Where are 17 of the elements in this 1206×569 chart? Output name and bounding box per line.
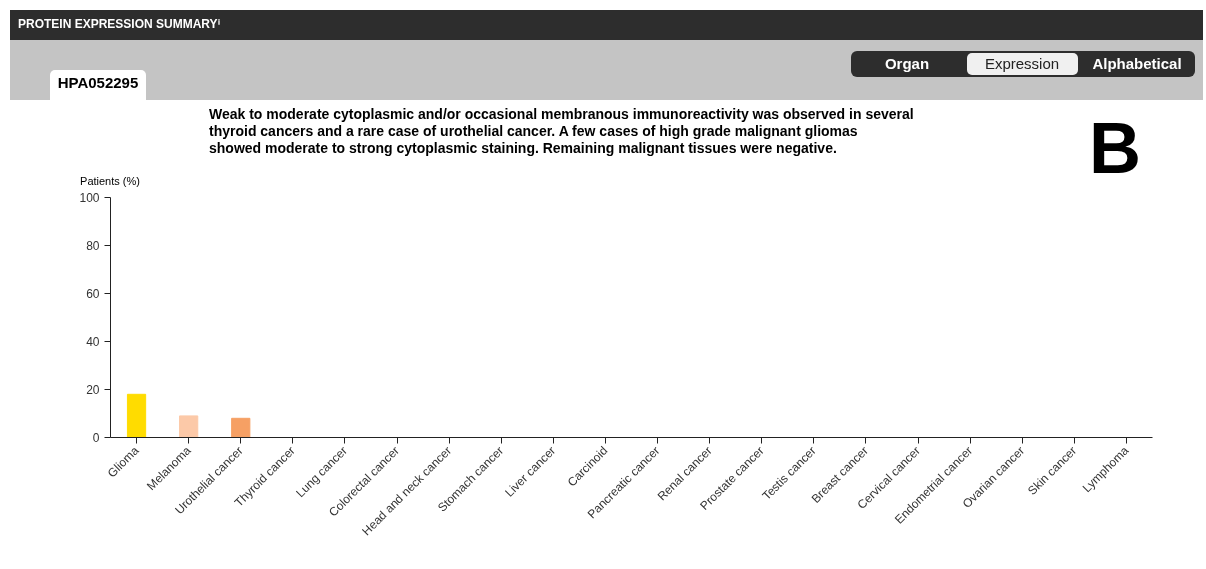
y-tick-label: 80 [86,239,100,253]
text: Organ [884,55,930,73]
y-axis-title: Patients (%) [80,175,140,189]
y-tick-label: 20 [86,383,100,397]
y-tick-label: 60 [86,287,100,301]
bar [126,393,147,438]
bar [231,417,251,438]
bar [179,415,199,438]
text: Expression [984,55,1060,73]
y-tick-label: 100 [79,191,100,205]
chart-title: PROTEIN EXPRESSION SUMMARYⁱ [18,17,220,32]
y-tick-label: 40 [86,335,100,349]
text: B [1089,108,1141,188]
y-tick-label: 0 [92,431,100,445]
text: HPA052295 [57,74,139,92]
text: Alphabetical [1092,55,1182,73]
chart-subtitle: Weak to moderate cytoplasmic and/or occasional membranous immunoreactivity was observed in several thyroid cancers and a rare case of urothelial cancer. A few cases of high grade malignant gliomas showed moderate to strong cytoplasmic staining. Remaining malignant tissues were negative. [209,106,914,157]
